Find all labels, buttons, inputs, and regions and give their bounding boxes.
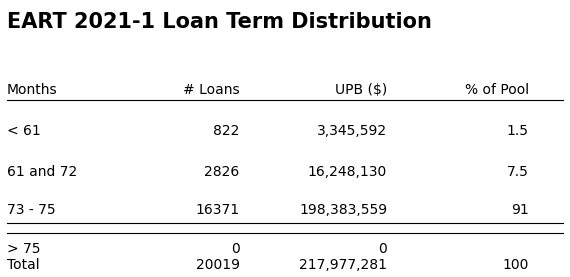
Text: % of Pool: % of Pool [465,83,529,97]
Text: 16371: 16371 [196,203,239,217]
Text: 91: 91 [511,203,529,217]
Text: 61 and 72: 61 and 72 [7,165,78,179]
Text: 0: 0 [231,242,239,256]
Text: Total: Total [7,258,40,272]
Text: 3,345,592: 3,345,592 [317,124,387,138]
Text: 7.5: 7.5 [507,165,529,179]
Text: 100: 100 [503,258,529,272]
Text: 73 - 75: 73 - 75 [7,203,56,217]
Text: 16,248,130: 16,248,130 [308,165,387,179]
Text: < 61: < 61 [7,124,41,138]
Text: 217,977,281: 217,977,281 [299,258,387,272]
Text: # Loans: # Loans [183,83,239,97]
Text: 20019: 20019 [196,258,239,272]
Text: UPB ($): UPB ($) [335,83,387,97]
Text: EART 2021-1 Loan Term Distribution: EART 2021-1 Loan Term Distribution [7,12,432,32]
Text: 822: 822 [213,124,239,138]
Text: > 75: > 75 [7,242,40,256]
Text: 1.5: 1.5 [507,124,529,138]
Text: Months: Months [7,83,58,97]
Text: 198,383,559: 198,383,559 [299,203,387,217]
Text: 2826: 2826 [205,165,239,179]
Text: 0: 0 [378,242,387,256]
